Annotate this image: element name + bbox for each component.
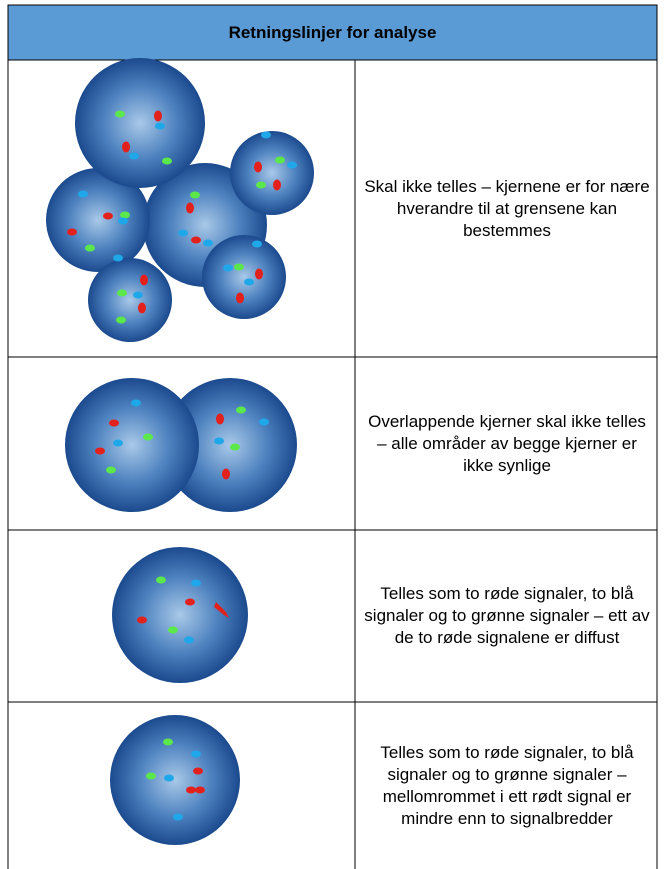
signal	[223, 264, 233, 272]
signal	[191, 236, 201, 244]
signal	[178, 229, 188, 237]
row-text: Skal ikke telles – kjernene er for nære …	[364, 176, 650, 240]
nucleus	[112, 547, 248, 683]
signal	[185, 598, 195, 606]
signal	[168, 626, 178, 634]
signal	[85, 244, 95, 252]
signal	[184, 636, 194, 644]
signal	[191, 579, 201, 587]
row-text: Overlappende kjerner skal ikke telles – …	[368, 411, 646, 475]
signal	[190, 191, 200, 199]
signal	[143, 433, 153, 441]
grid	[7, 5, 658, 869]
header-bg	[7, 4, 658, 61]
signal	[113, 254, 123, 262]
signal	[193, 767, 203, 775]
header-title: Retningslinjer for analyse	[228, 22, 437, 42]
signal	[163, 738, 173, 746]
signal	[234, 263, 244, 271]
signal	[216, 413, 224, 425]
signal	[236, 406, 246, 414]
signal	[155, 122, 165, 130]
row-text: Telles som to røde signaler, to blå sign…	[364, 584, 650, 647]
nucleus	[110, 715, 240, 845]
signal	[275, 156, 285, 164]
signal	[118, 217, 128, 225]
signal	[115, 110, 125, 118]
signal	[164, 774, 174, 782]
signal	[214, 437, 224, 445]
signal	[106, 466, 116, 474]
signal	[113, 439, 123, 447]
nucleus	[75, 58, 205, 188]
signal	[154, 110, 162, 122]
signal	[214, 602, 229, 618]
signal	[287, 161, 297, 169]
signal	[191, 750, 201, 758]
signal	[259, 418, 269, 426]
nucleus	[65, 378, 199, 512]
signal	[120, 211, 130, 219]
signal	[146, 772, 156, 780]
signal	[78, 190, 88, 198]
nucleus	[46, 168, 150, 272]
signal	[138, 302, 146, 314]
signal	[133, 291, 143, 299]
signal	[252, 240, 262, 248]
signal	[122, 141, 130, 153]
signal	[236, 292, 244, 304]
signal	[140, 274, 148, 286]
row-text: Telles som to røde signaler, to blå sign…	[380, 742, 634, 828]
signal	[255, 268, 263, 280]
signal	[273, 179, 281, 191]
signal	[261, 131, 271, 139]
signal	[67, 228, 77, 236]
illustrations	[46, 58, 314, 845]
nucleus	[163, 378, 297, 512]
signal	[186, 786, 196, 794]
signal	[109, 419, 119, 427]
signal	[186, 202, 194, 214]
nucleus	[202, 235, 286, 319]
signal	[117, 289, 127, 297]
signal	[244, 278, 254, 286]
signal	[230, 443, 240, 451]
signal	[162, 157, 172, 165]
signal	[116, 316, 126, 324]
nucleus	[88, 258, 172, 342]
signal	[95, 447, 105, 455]
nucleus	[230, 131, 314, 215]
signal	[256, 181, 266, 189]
signal	[129, 152, 139, 160]
signal	[195, 786, 205, 794]
signal	[131, 399, 141, 407]
signal	[173, 813, 183, 821]
signal	[254, 161, 262, 173]
signal	[203, 239, 213, 247]
signal	[222, 468, 230, 480]
signal	[156, 576, 166, 584]
signal	[137, 616, 147, 624]
signal	[103, 212, 113, 220]
